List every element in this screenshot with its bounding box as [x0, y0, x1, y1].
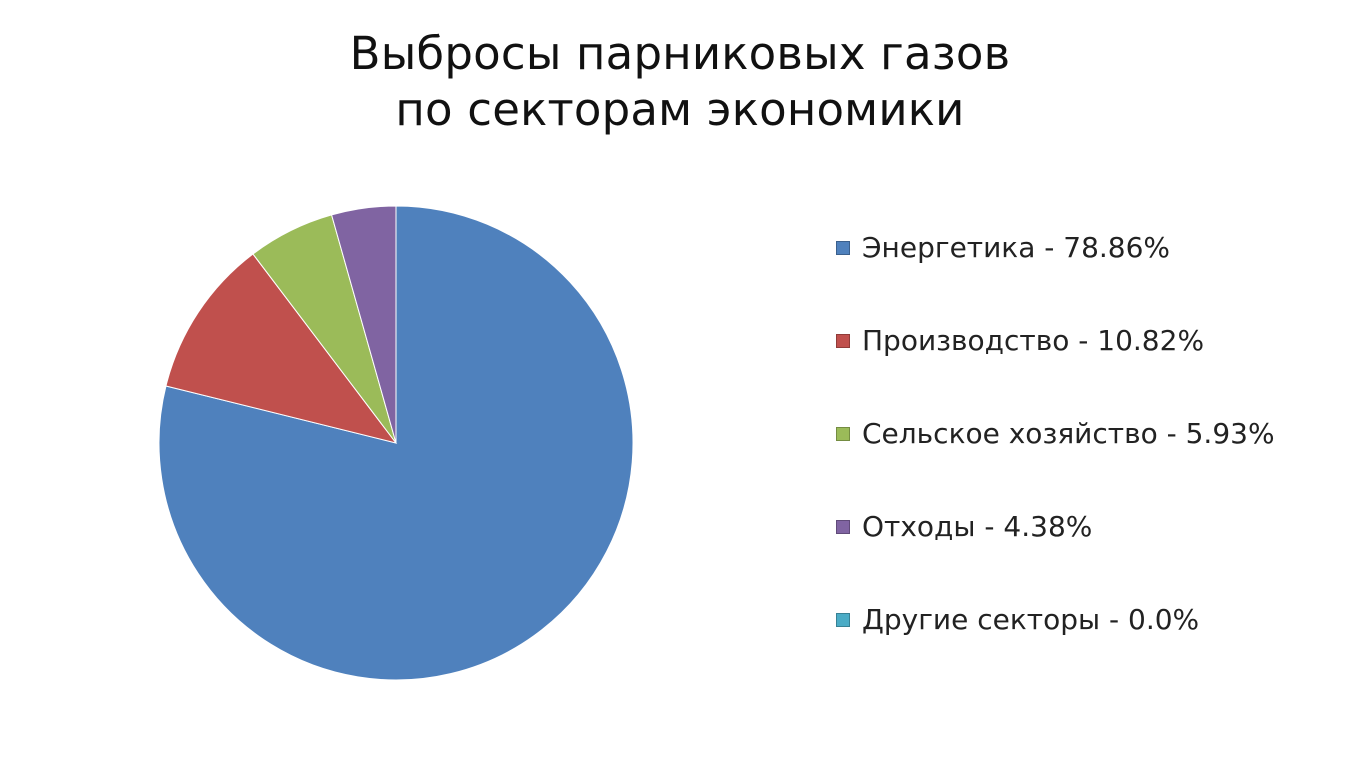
legend-swatch-energy: [836, 241, 850, 255]
legend-label-other: Другие секторы - 0.0%: [862, 603, 1200, 636]
pie-slice-waste: [330, 205, 397, 444]
legend-item-industry: Производство - 10.82%: [836, 321, 1204, 361]
chart-title-line-2: по секторам экономики: [395, 83, 965, 136]
pie-slice-industry: [165, 253, 398, 444]
legend-item-agriculture: Сельское хозяйство - 5.93%: [836, 414, 1275, 454]
legend-swatch-agriculture: [836, 427, 850, 441]
chart-title-line-1: Выбросы парниковых газов: [349, 27, 1011, 80]
legend-item-other: Другие секторы - 0.0%: [836, 600, 1199, 640]
legend-label-industry: Производство - 10.82%: [862, 324, 1205, 357]
legend-swatch-industry: [836, 334, 850, 348]
legend-label-energy: Энергетика - 78.86%: [862, 231, 1171, 264]
legend-swatch-other: [836, 613, 850, 627]
legend-item-energy: Энергетика - 78.86%: [836, 228, 1170, 268]
legend-label-waste: Отходы - 4.38%: [862, 510, 1093, 543]
legend-label-agriculture: Сельское хозяйство - 5.93%: [862, 417, 1275, 450]
pie-slices: [158, 205, 634, 681]
legend-item-waste: Отходы - 4.38%: [836, 507, 1092, 547]
legend-swatch-waste: [836, 520, 850, 534]
chart-title: Выбросы парниковых газов по секторам эко…: [0, 26, 1360, 138]
